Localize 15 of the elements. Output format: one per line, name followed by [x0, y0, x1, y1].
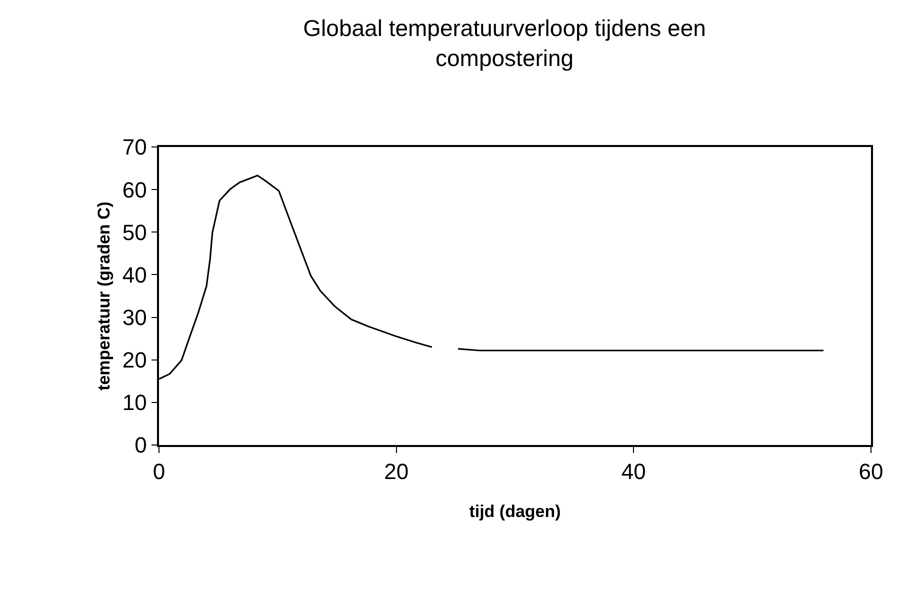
x-axis-title: tijd (dagen)	[469, 502, 561, 522]
y-tick-label: 10	[122, 390, 147, 416]
chart-title: Globaal temperatuurverloop tijdens een compostering	[303, 14, 706, 71]
y-tick-label: 40	[122, 262, 147, 288]
y-axis-title: temperatuur (graden C)	[94, 202, 114, 390]
y-tick-label: 60	[122, 177, 147, 202]
y-tick-label: 0	[134, 432, 147, 458]
x-tick-label: 60	[858, 459, 884, 484]
y-tick-label: 70	[122, 134, 147, 160]
x-tick-label: 0	[152, 459, 166, 484]
y-tick-label: 50	[122, 220, 147, 245]
x-tick-label: 20	[384, 459, 409, 484]
y-tick-label: 20	[122, 348, 147, 373]
y-tick-label: 30	[122, 304, 147, 330]
x-tick-label: 40	[621, 459, 646, 484]
